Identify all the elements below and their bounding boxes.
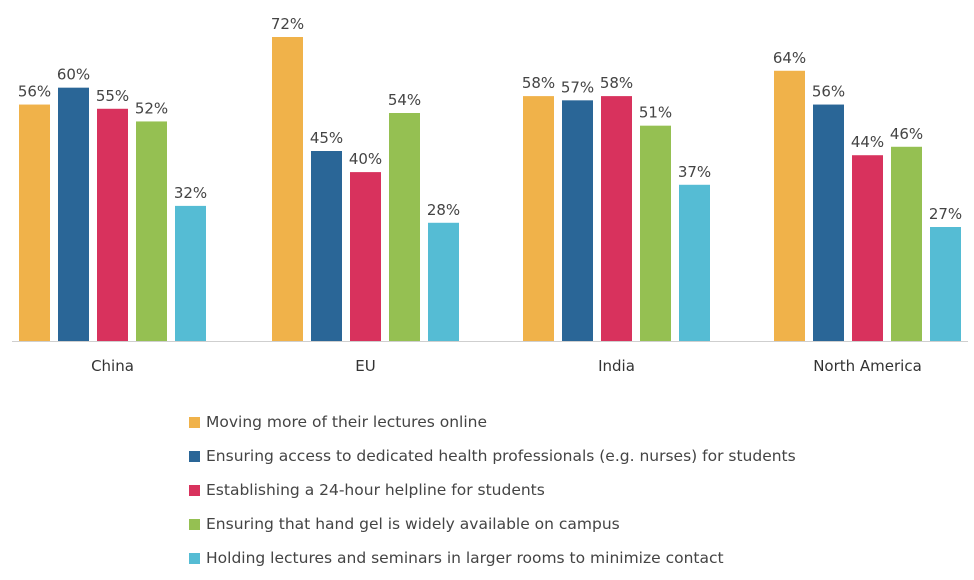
data-label: 58%	[600, 74, 633, 92]
data-label: 56%	[812, 83, 845, 101]
legend-swatch	[189, 416, 200, 428]
bar-china-series-5	[175, 205, 206, 341]
bar-north-america-series-4	[891, 146, 922, 341]
data-label: 45%	[310, 129, 343, 147]
data-label: 57%	[561, 78, 594, 96]
category-label: India	[598, 357, 635, 375]
bar-eu-series-3	[350, 172, 381, 341]
legend-label: Ensuring access to dedicated health prof…	[206, 447, 796, 465]
data-label: 54%	[388, 91, 421, 109]
bar-north-america-series-3	[852, 155, 883, 341]
data-label: 64%	[773, 49, 806, 67]
data-label: 37%	[678, 163, 711, 181]
legend-item: Ensuring access to dedicated health prof…	[189, 439, 949, 473]
data-label: 28%	[427, 201, 460, 219]
legend-label: Holding lectures and seminars in larger …	[206, 549, 724, 567]
bar-eu-series-1	[272, 37, 303, 341]
category-label: China	[91, 357, 134, 375]
legend-label: Ensuring that hand gel is widely availab…	[206, 515, 620, 533]
legend-item: Holding lectures and seminars in larger …	[189, 541, 949, 575]
bar-india-series-5	[679, 184, 710, 341]
data-label: 58%	[522, 74, 555, 92]
data-label: 51%	[639, 104, 672, 122]
data-label: 44%	[851, 133, 884, 151]
bar-china-series-4	[136, 121, 167, 341]
bar-china-series-3	[97, 108, 128, 342]
bar-india-series-3	[601, 96, 632, 341]
bar-eu-series-4	[389, 113, 420, 341]
data-label: 27%	[929, 205, 962, 223]
legend: Moving more of their lectures online Ensu…	[189, 405, 949, 575]
bar-china-series-2	[58, 87, 89, 342]
bar-india-series-4	[640, 125, 671, 342]
bar-eu-series-2	[311, 151, 342, 341]
data-label: 60%	[57, 66, 90, 84]
bar-eu-series-5	[428, 222, 459, 341]
legend-label: Moving more of their lectures online	[206, 413, 488, 431]
bar-india-series-1	[523, 96, 554, 341]
data-label: 32%	[174, 184, 207, 202]
bar-north-america-series-5	[930, 227, 961, 341]
bar-india-series-2	[562, 100, 593, 341]
legend-swatch	[189, 450, 200, 462]
legend-swatch	[189, 552, 200, 564]
category-label: EU	[355, 357, 375, 375]
legend-swatch	[189, 518, 200, 530]
legend-item: Establishing a 24-hour helpline for stud…	[189, 473, 949, 507]
legend-item: Ensuring that hand gel is widely availab…	[189, 507, 949, 541]
legend-swatch	[189, 484, 200, 496]
data-label: 55%	[96, 87, 129, 105]
bar-north-america-series-1	[774, 70, 805, 342]
bar-chart-plot: 56% 60% 55% 52% 32% China 72% 45% 40% 54% 28% EU 58%…	[12, 15, 968, 375]
data-label: 56%	[18, 83, 51, 101]
bar-north-america-series-2	[813, 104, 844, 341]
data-label: 46%	[890, 125, 923, 143]
data-label: 40%	[349, 150, 382, 168]
category-label: North America	[813, 357, 922, 375]
legend-item: Moving more of their lectures online	[189, 405, 949, 439]
legend-label: Establishing a 24-hour helpline for stud…	[206, 481, 545, 499]
bar-china-series-1	[19, 104, 50, 341]
data-label: 72%	[271, 15, 304, 33]
data-label: 52%	[135, 99, 168, 117]
